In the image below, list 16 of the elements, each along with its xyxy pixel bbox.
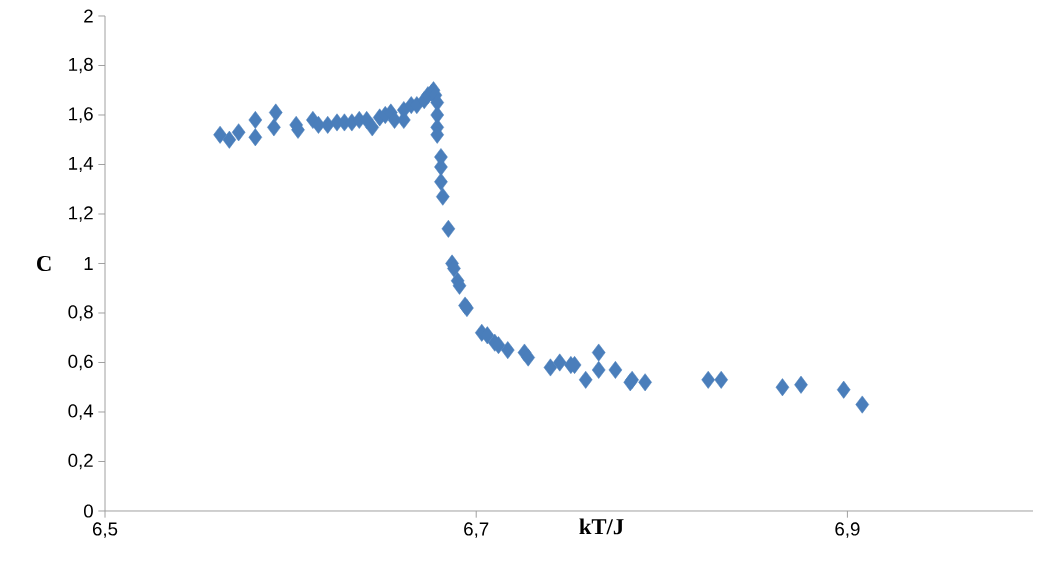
- y-tick-label: 0,8: [68, 305, 93, 321]
- y-tick-label: 2: [84, 9, 93, 23]
- y-tick-label: 1,6: [69, 107, 93, 123]
- y-tick-label: 1,8: [69, 57, 93, 74]
- x-tick-label: 6,7: [464, 522, 489, 538]
- x-tick-label: 6,9: [835, 522, 860, 538]
- y-tick-label: 0,6: [68, 354, 93, 371]
- y-tick-label: 0: [83, 504, 93, 518]
- x-tick-label: 6,5: [92, 522, 118, 538]
- y-tick-label: 0,2: [68, 453, 93, 470]
- y-tick-label: 1: [84, 257, 93, 270]
- y-tick-label: 0,4: [68, 404, 94, 420]
- y-axis-title: C: [37, 255, 51, 272]
- y-tick-label: 1,4: [69, 156, 94, 173]
- x-axis-title: kT/J: [579, 518, 624, 535]
- y-tick-label: 1,2: [69, 206, 93, 222]
